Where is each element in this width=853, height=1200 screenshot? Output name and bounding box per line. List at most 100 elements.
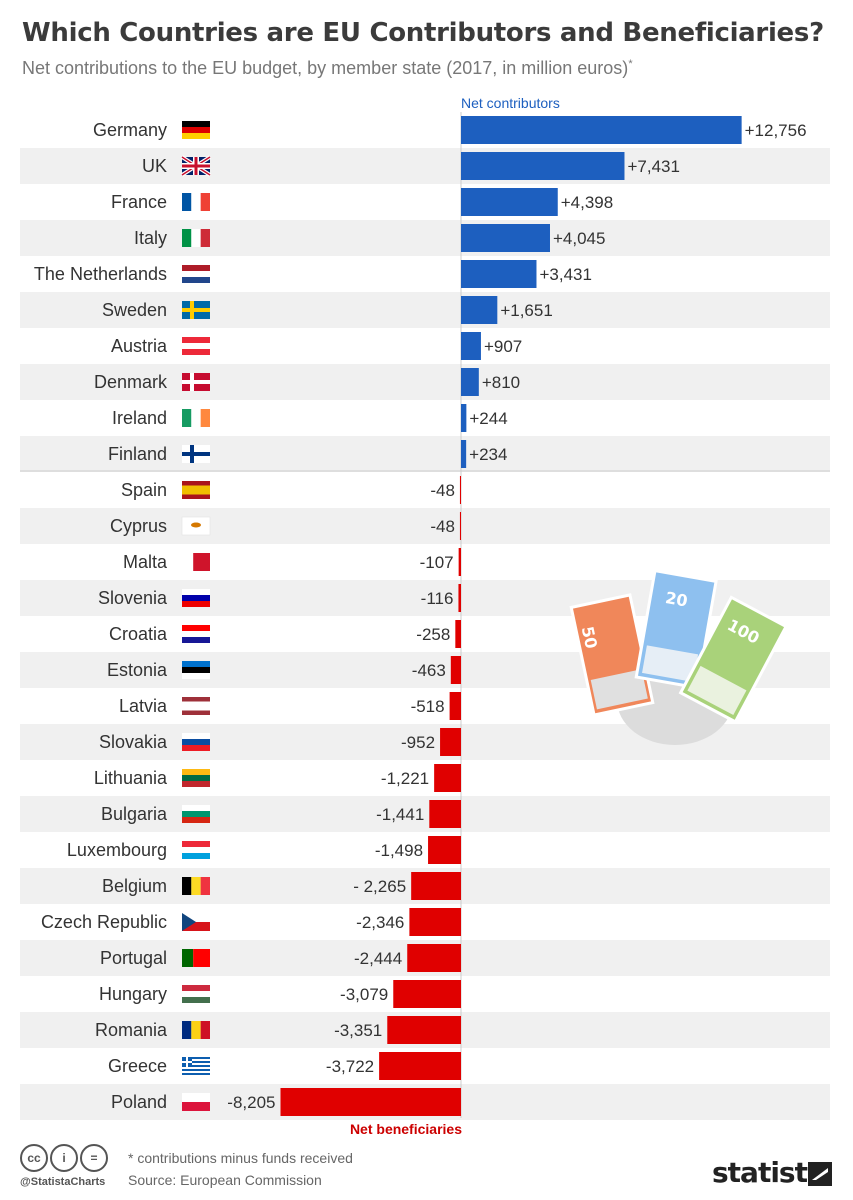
value-label: +7,431	[627, 157, 679, 176]
footer: cc i = @StatistaCharts * contributions m…	[0, 1140, 853, 1200]
country-flag-icon	[182, 913, 210, 931]
bar-row: Spain -48	[121, 476, 461, 504]
bar-row: Czech Republic -2,346	[41, 908, 461, 936]
country-flag-icon	[182, 589, 210, 607]
bar	[393, 980, 461, 1008]
country-label: Romania	[95, 1020, 168, 1040]
country-label: Ireland	[112, 408, 167, 428]
row-stripe	[20, 508, 830, 544]
bar	[411, 872, 461, 900]
footnote: * contributions minus funds received	[128, 1150, 353, 1166]
country-label: Finland	[108, 444, 167, 464]
country-flag-icon	[182, 805, 210, 823]
country-label: Italy	[134, 228, 167, 248]
subtitle-footnote-mark: *	[628, 58, 633, 70]
country-label: Bulgaria	[101, 804, 168, 824]
bar-row: Belgium - 2,265	[102, 872, 461, 900]
country-flag-icon	[182, 625, 210, 643]
country-label: Luxembourg	[67, 840, 167, 860]
row-stripe	[20, 148, 830, 184]
chart-subtitle: Net contributions to the EU budget, by m…	[22, 58, 633, 79]
country-flag-icon	[182, 193, 210, 211]
bar-row: Denmark +810	[94, 368, 520, 396]
value-label: -1,441	[376, 805, 424, 824]
country-flag-icon	[182, 121, 210, 139]
country-flag-icon	[180, 155, 212, 177]
bar-row: Bulgaria -1,441	[101, 800, 461, 828]
value-label: +1,651	[500, 301, 552, 320]
bar-row: Austria +907	[111, 332, 522, 360]
chart-title: Which Countries are EU Contributors and …	[22, 18, 824, 48]
statista-logo: statista	[712, 1156, 826, 1189]
statista-logo-icon	[808, 1162, 832, 1186]
bar-row: Italy +4,045	[134, 224, 605, 252]
bar	[458, 548, 461, 576]
value-label: - 2,265	[353, 877, 406, 896]
bar	[461, 188, 558, 216]
country-label: Greece	[108, 1056, 167, 1076]
bar	[461, 116, 742, 144]
bar-row: Portugal -2,444	[100, 944, 461, 972]
row-stripe	[20, 220, 830, 256]
country-label: Lithuania	[94, 768, 168, 788]
bar	[461, 296, 498, 324]
bar	[280, 1088, 461, 1116]
country-flag-icon	[182, 877, 210, 895]
value-label: -48	[430, 517, 455, 536]
bar-row: Ireland +244	[112, 404, 508, 432]
bar-row: Cyprus -48	[110, 512, 461, 540]
country-flag-icon	[182, 841, 210, 859]
bar	[440, 728, 461, 756]
bar-row: Germany +12,756	[93, 116, 807, 144]
value-label: -1,498	[375, 841, 423, 860]
country-flag-icon	[182, 481, 210, 499]
cc-license-icon: cc	[20, 1144, 48, 1172]
row-stripe	[20, 292, 830, 328]
bar	[387, 1016, 461, 1044]
value-label: -3,079	[340, 985, 388, 1004]
country-label: Estonia	[107, 660, 168, 680]
bar-row: Croatia -258	[109, 620, 461, 648]
country-label: Hungary	[99, 984, 167, 1004]
country-flag-icon	[182, 265, 210, 283]
country-label: Portugal	[100, 948, 167, 968]
value-label: -463	[412, 661, 446, 680]
country-flag-icon	[182, 1021, 210, 1039]
country-flag-icon	[182, 769, 210, 787]
svg-text:50: 50	[578, 625, 601, 651]
value-label: -258	[416, 625, 450, 644]
row-stripes	[20, 148, 830, 1120]
bar	[461, 152, 625, 180]
country-label: Croatia	[109, 624, 168, 644]
country-flag-icon	[182, 949, 210, 967]
bar-row: Greece -3,722	[108, 1052, 461, 1080]
bar	[429, 800, 461, 828]
country-label: France	[111, 192, 167, 212]
country-flag-icon	[182, 697, 210, 715]
country-flag-icon	[182, 229, 210, 247]
country-flag-icon	[182, 337, 210, 355]
country-label: Slovenia	[98, 588, 168, 608]
bar	[409, 908, 461, 936]
country-flag-icon	[182, 733, 210, 751]
value-label: -2,346	[356, 913, 404, 932]
value-label: +4,398	[561, 193, 613, 212]
country-label: Czech Republic	[41, 912, 167, 932]
row-stripe	[20, 436, 830, 472]
bar-row: Malta -107	[123, 548, 461, 576]
value-label: -518	[411, 697, 445, 716]
net-beneficiaries-label: Net beneficiaries	[350, 1121, 462, 1137]
bar-rows: Germany +12,756 UK +7,431 France +4,398 Italy +…	[34, 116, 807, 1116]
net-contributors-label: Net contributors	[461, 95, 560, 111]
bar-row: Finland +234	[108, 440, 507, 468]
country-flag-icon	[182, 553, 210, 571]
country-label: Malta	[123, 552, 168, 572]
value-label: +12,756	[745, 121, 807, 140]
value-label: -116	[421, 589, 454, 608]
bar	[455, 620, 461, 648]
row-stripe	[20, 364, 830, 400]
bar	[461, 404, 467, 432]
country-flag-icon	[182, 985, 210, 1003]
bar-row: Hungary -3,079	[99, 980, 461, 1008]
twitter-handle: @StatistaCharts	[20, 1176, 106, 1188]
